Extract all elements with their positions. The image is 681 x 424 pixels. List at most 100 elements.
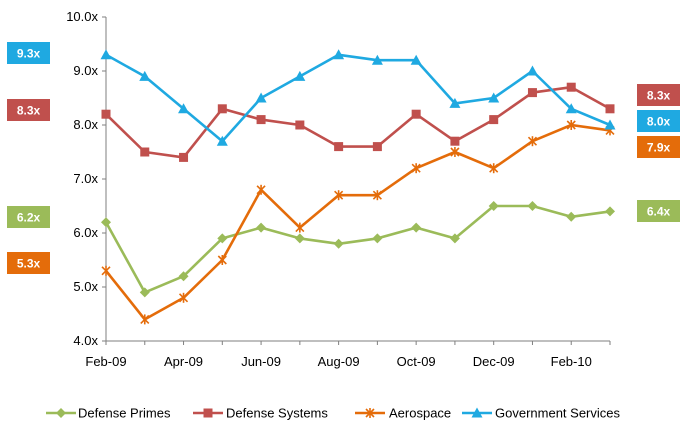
data-point-triangle [488, 92, 500, 103]
legend-item-defense-primes: Defense Primes [46, 406, 171, 421]
data-point-star [527, 136, 538, 147]
data-point-diamond [101, 217, 111, 228]
data-point-star [256, 184, 266, 195]
series-line [104, 123, 611, 321]
legend-item-government-services: Government Services [462, 406, 620, 421]
value-badges: 6.2x 6.4x 8.3x 8.3x 5.3x 7.9x 9.3x 8.0x [7, 42, 680, 274]
data-point-star [295, 222, 305, 233]
badge-label: 8.3x [17, 104, 41, 118]
badge-label: 8.3x [647, 89, 671, 103]
data-point-triangle [526, 65, 538, 76]
data-point-square [527, 88, 537, 98]
data-point-diamond [605, 206, 615, 217]
badge-label: 8.0x [647, 115, 671, 129]
y-tick-label: 5.0x [73, 279, 98, 294]
x-tick-label: Jun-09 [241, 354, 281, 369]
badge-box [7, 206, 50, 228]
legend: Defense Primes Defense Systems Aerospace Go… [46, 406, 620, 421]
data-point-square [411, 109, 421, 119]
data-point-diamond [333, 238, 344, 249]
series-line [105, 53, 611, 143]
data-point-triangle [565, 103, 577, 114]
series-government-services [100, 49, 616, 146]
x-tick-label: Feb-10 [551, 354, 592, 369]
x-tick-label: Dec-09 [473, 354, 515, 369]
series-line [104, 204, 611, 294]
badge-box [7, 252, 50, 274]
y-tick-label: 4.0x [73, 333, 98, 348]
data-point-triangle [216, 135, 228, 146]
data-point-diamond [217, 233, 228, 244]
x-tick-label: Apr-09 [164, 354, 203, 369]
axes: 4.0x 5.0x 6.0x 7.0x 8.0x 9.0x 10.0x Feb-09 Apr-0… [66, 9, 611, 369]
x-tick-label: Aug-09 [318, 354, 360, 369]
legend-label: Defense Primes [78, 406, 171, 421]
data-point-triangle [333, 49, 345, 60]
series-aerospace [101, 120, 615, 325]
data-point-diamond [488, 201, 499, 211]
data-point-star [450, 147, 460, 157]
data-point-triangle [178, 103, 190, 114]
data-point-star [178, 292, 189, 303]
data-point-triangle [371, 54, 383, 65]
y-tick-label: 7.0x [73, 171, 98, 186]
legend-label: Aerospace [389, 406, 451, 421]
y-tick-label: 8.0x [73, 117, 98, 132]
data-point-square [334, 142, 344, 152]
data-point-square [489, 115, 499, 125]
data-point-star [411, 163, 421, 174]
data-point-triangle [410, 54, 422, 65]
series-defense-primes [101, 201, 615, 298]
data-point-square [217, 104, 227, 114]
data-point-square [295, 120, 305, 130]
badge-label: 6.4x [647, 205, 671, 219]
start-value-badge: 9.3x [7, 42, 50, 64]
data-point-diamond [449, 233, 460, 244]
legend-item-aerospace: Aerospace [355, 406, 451, 421]
data-point-star [217, 255, 227, 265]
series-defense-systems [101, 82, 615, 162]
data-point-square [101, 109, 111, 119]
end-value-badge: 6.4x [637, 200, 680, 222]
data-point-square [450, 136, 460, 146]
data-point-triangle [255, 92, 267, 103]
x-tick-label: Feb-09 [85, 354, 126, 369]
y-tick-label: 10.0x [66, 9, 98, 24]
badge-box [637, 136, 680, 158]
y-tick-label: 6.0x [73, 225, 98, 240]
legend-label: Government Services [495, 406, 620, 421]
badge-box [7, 42, 50, 64]
data-point-diamond [139, 287, 150, 298]
data-point-star [372, 190, 382, 201]
start-value-badge: 6.2x [7, 206, 50, 228]
badge-label: 7.9x [647, 141, 671, 155]
data-point-star [365, 408, 375, 418]
data-point-square [372, 142, 382, 152]
data-point-star [140, 314, 150, 325]
data-point-diamond [411, 222, 422, 233]
data-point-triangle [100, 49, 112, 60]
data-point-triangle [294, 70, 306, 81]
data-point-square [256, 115, 266, 125]
end-value-badge: 8.0x [637, 110, 680, 132]
badge-label: 6.2x [17, 211, 41, 225]
data-point-triangle [449, 97, 461, 108]
data-point-square [140, 147, 150, 157]
legend-label: Defense Systems [226, 406, 328, 421]
badge-box [637, 200, 680, 222]
badge-label: 5.3x [17, 257, 41, 271]
data-point-star [101, 265, 111, 276]
badge-box [637, 84, 680, 106]
data-point-diamond [178, 271, 189, 282]
series-lines [100, 49, 616, 325]
start-value-badge: 5.3x [7, 252, 50, 274]
data-point-diamond [256, 222, 267, 233]
series-line [105, 85, 611, 159]
start-value-badge: 8.3x [7, 99, 50, 121]
data-point-star [334, 190, 344, 201]
data-point-square [566, 82, 576, 92]
legend-item-defense-systems: Defense Systems [193, 406, 328, 421]
data-point-square [203, 408, 213, 418]
badge-box [637, 110, 680, 132]
